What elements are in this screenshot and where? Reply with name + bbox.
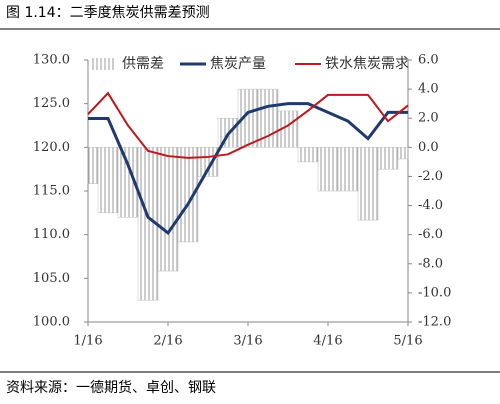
x-tick-label: 1/16 xyxy=(73,334,102,349)
hatched-bar xyxy=(337,147,359,192)
y2-tick-label: -10.0 xyxy=(418,285,451,300)
hatched-bar xyxy=(297,147,319,163)
y2-tick-label: 2.0 xyxy=(418,111,439,126)
y2-tick-label: -12.0 xyxy=(418,315,451,330)
y-tick-label: 130.0 xyxy=(33,53,70,68)
hatched-bar xyxy=(277,110,299,148)
hatched-bar xyxy=(397,147,409,160)
y2-tick-label: -4.0 xyxy=(418,198,443,213)
hatched-bar xyxy=(317,147,339,192)
y-tick-label: 105.0 xyxy=(33,271,70,286)
y-tick-label: 125.0 xyxy=(33,96,70,111)
y2-tick-label: 0.0 xyxy=(418,140,439,155)
hatched-bar xyxy=(377,147,399,170)
legend-label: 焦炭产量 xyxy=(210,56,266,72)
y-tick-label: 110.0 xyxy=(33,227,70,242)
hatched-bar xyxy=(177,147,199,243)
y2-tick-label: 4.0 xyxy=(418,82,439,97)
x-tick-label: 5/16 xyxy=(393,334,422,349)
y2-tick-label: -8.0 xyxy=(418,256,443,271)
y2-tick-label: -6.0 xyxy=(418,227,443,242)
x-tick-label: 4/16 xyxy=(313,334,342,349)
x-tick-label: 3/16 xyxy=(233,334,262,349)
legend-swatch xyxy=(92,58,116,70)
y2-tick-label: -2.0 xyxy=(418,169,443,184)
legend-label: 供需差 xyxy=(122,56,164,72)
source: 资料来源：一德期货、卓创、钢联 xyxy=(6,379,216,396)
line xyxy=(88,102,408,236)
y-tick-label: 100.0 xyxy=(33,315,70,330)
hatched-bar xyxy=(87,147,99,184)
hatched-bar xyxy=(357,147,379,221)
x-tick-label: 2/16 xyxy=(153,334,182,349)
hatched-bar xyxy=(157,147,179,272)
y-tick-label: 120.0 xyxy=(33,140,70,155)
hatched-bar xyxy=(197,147,219,177)
y-tick-label: 115.0 xyxy=(33,184,70,199)
chart-title: 图 1.14：二季度焦炭供需差预测 xyxy=(6,5,210,21)
y2-tick-label: 6.0 xyxy=(418,53,439,68)
hatched-bar xyxy=(97,147,119,214)
legend-label: 铁水焦炭需求 xyxy=(325,56,409,72)
line xyxy=(87,91,409,159)
